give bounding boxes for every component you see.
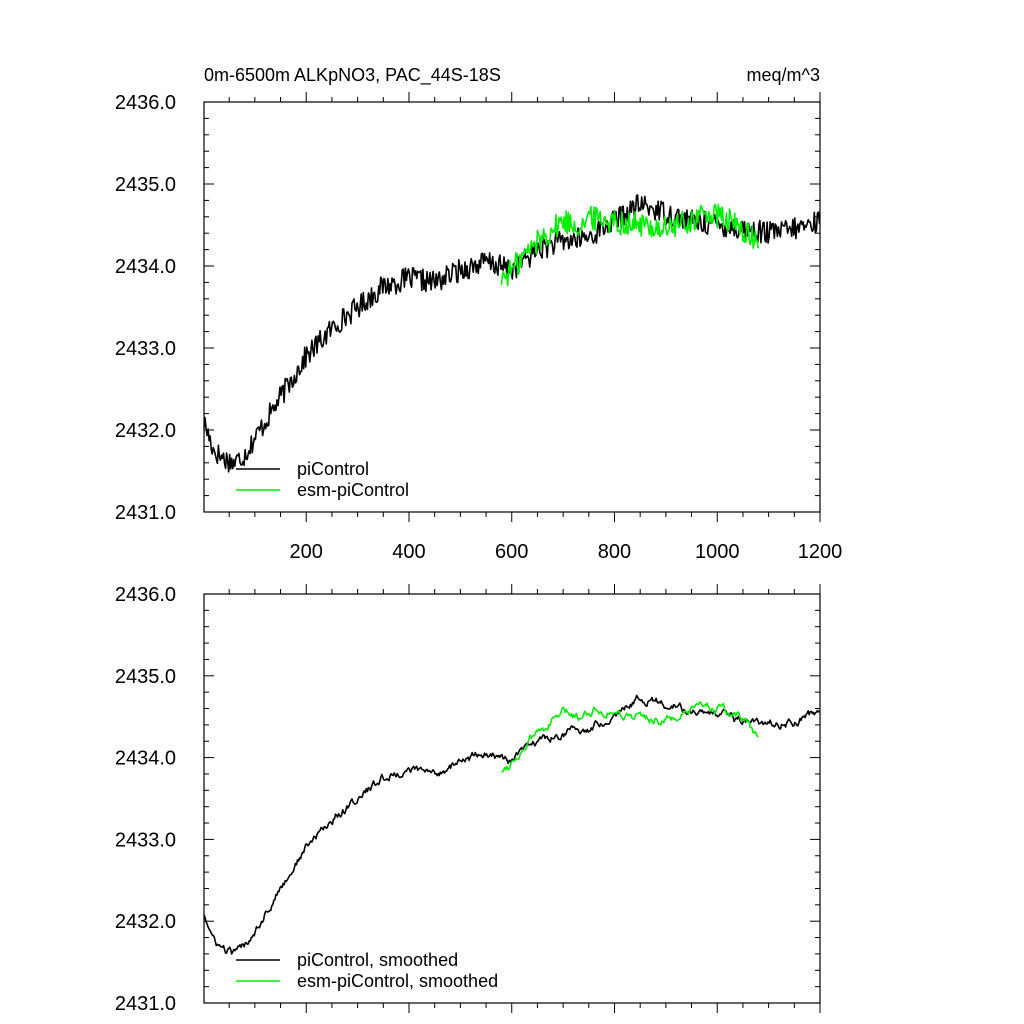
y-tick-label: 2431.0: [115, 502, 176, 524]
y-tick-label: 2433.0: [115, 338, 176, 360]
x-tick-label: 400: [392, 541, 425, 563]
x-tick-label: 1000: [695, 541, 740, 563]
legend-label: esm-piControl: [297, 480, 409, 500]
series-line-picontrol-smoothed: [203, 694, 821, 955]
x-tick-label: 200: [290, 541, 323, 563]
y-tick-label: 2435.0: [115, 174, 176, 196]
y-tick-label: 2431.0: [115, 993, 176, 1015]
y-tick-label: 2433.0: [115, 829, 176, 851]
chart-units: meq/m^3: [747, 65, 820, 85]
y-tick-label: 2432.0: [115, 420, 176, 442]
x-tick-label: 600: [495, 541, 528, 563]
legend-label: esm-piControl, smoothed: [297, 971, 498, 991]
plot-frame: [203, 101, 821, 513]
y-tick-label: 2435.0: [115, 666, 176, 688]
series-line-picontrol: [203, 194, 821, 473]
y-tick-label: 2436.0: [115, 92, 176, 114]
y-tick-label: 2434.0: [115, 256, 176, 278]
legend-label: piControl: [297, 459, 369, 479]
legend-label: piControl, smoothed: [297, 950, 458, 970]
chart-title: 0m-6500m ALKpNO3, PAC_44S-18S: [204, 65, 501, 86]
y-tick-label: 2432.0: [115, 911, 176, 933]
panel-bottom: 2431.0 2432.0 2433.0 2434.0 2435.0 2436.0 piCo…: [115, 584, 821, 1015]
plot-frame: [203, 593, 821, 1004]
x-tick-label: 800: [598, 541, 631, 563]
panel-top: 2431.0 2432.0 2433.0 2434.0 2435.0 2436.0 200 4…: [115, 92, 842, 563]
y-tick-label: 2436.0: [115, 584, 176, 606]
x-tick-label: 1200: [798, 541, 843, 563]
series-line-esm-picontrol: [500, 203, 760, 287]
series-line-esm-picontrol-smoothed: [501, 701, 759, 773]
y-tick-label: 2434.0: [115, 748, 176, 770]
